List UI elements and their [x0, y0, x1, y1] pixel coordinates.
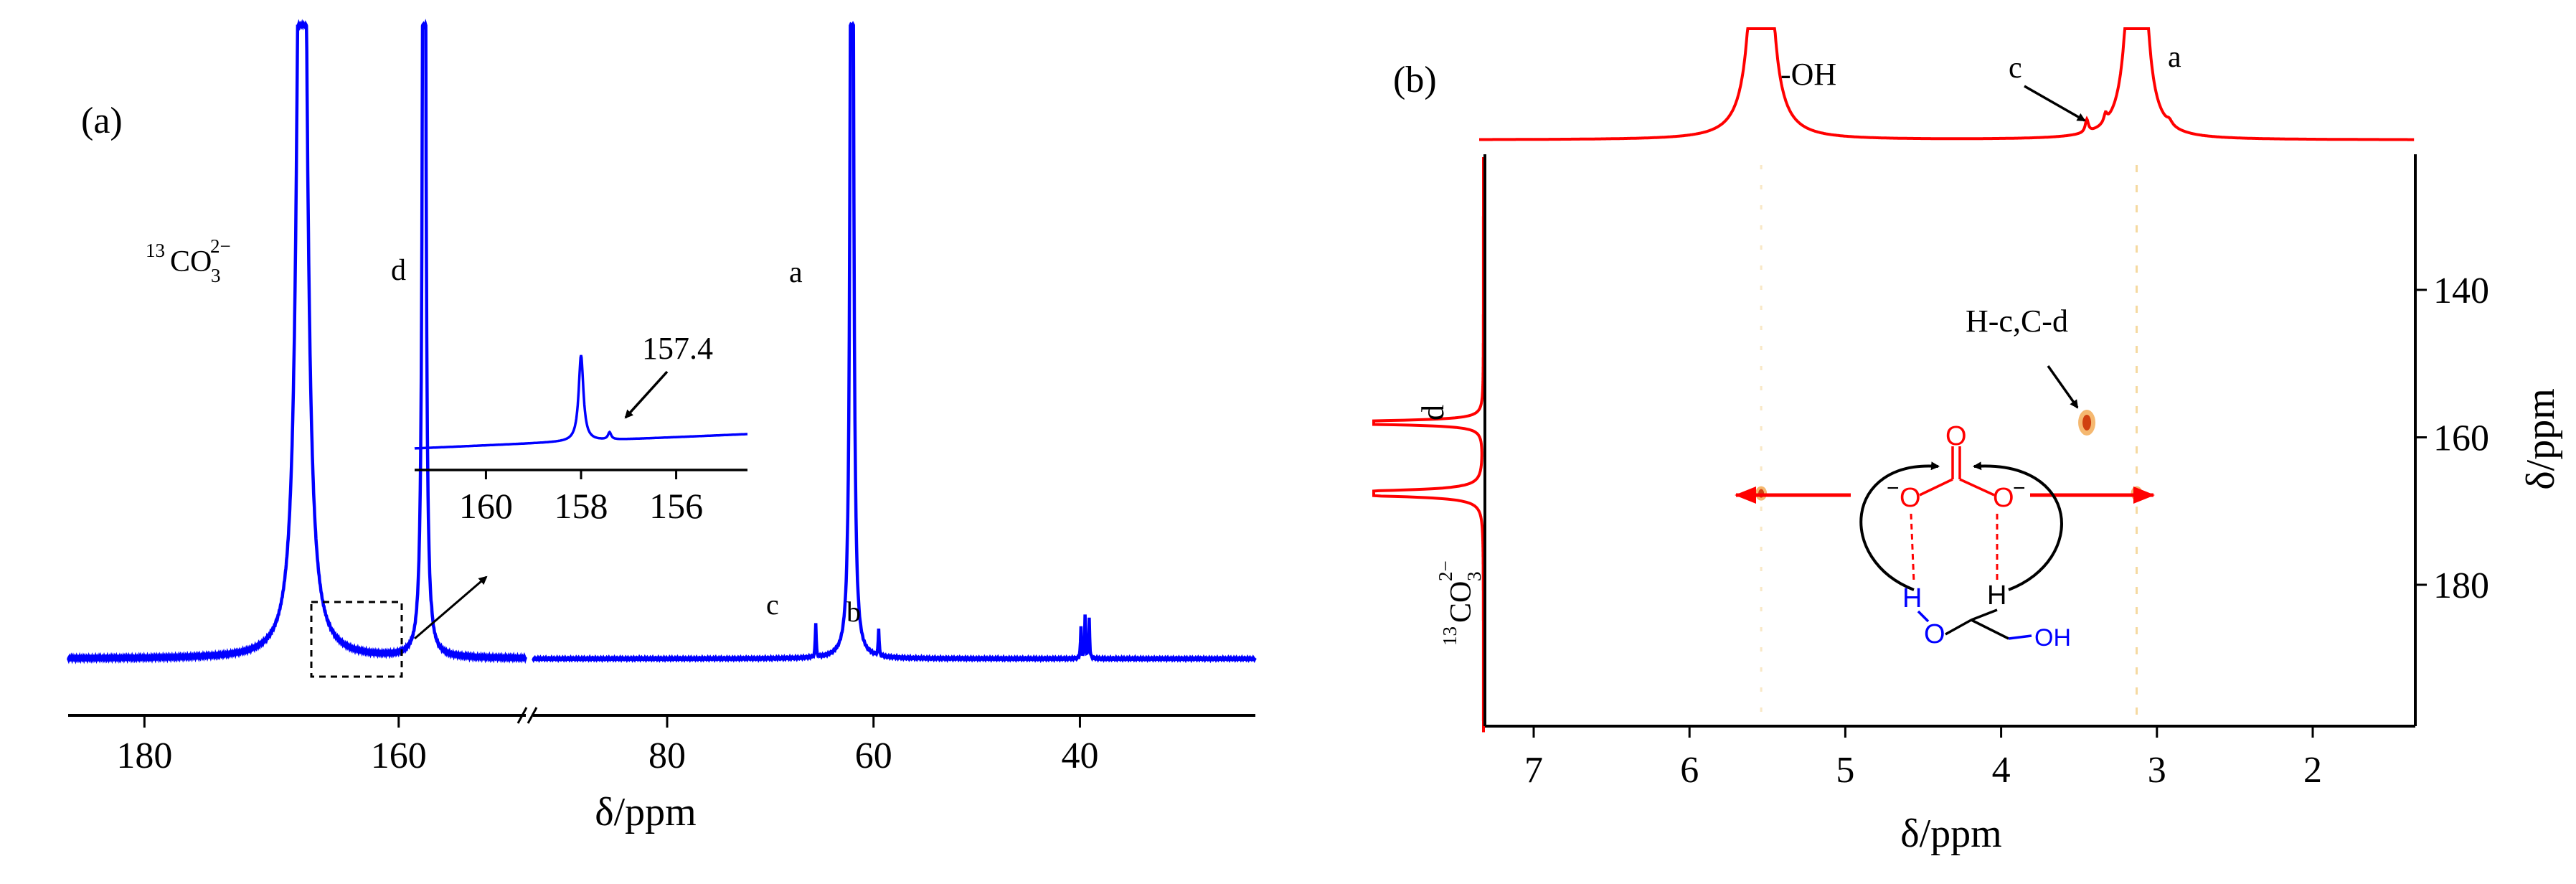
peak-label-b: b — [846, 596, 861, 628]
svg-text:13: 13 — [146, 240, 165, 261]
atom-h-right: H — [1987, 580, 2006, 611]
svg-text:2−: 2− — [1435, 560, 1456, 581]
zoom-arrow — [414, 575, 488, 640]
svg-text:13: 13 — [1439, 626, 1461, 646]
spectrum-a-segment-1 — [66, 19, 528, 664]
top-label-a: a — [2168, 41, 2181, 74]
x-tick-label-b-3: 4 — [1992, 750, 2011, 791]
y-axis-b-title: δ/ppm — [2519, 388, 2563, 490]
x-tick-label-b-1: 6 — [1680, 750, 1699, 791]
atom-o-glycol: O — [1924, 619, 1945, 649]
panel-a-label: (a) — [81, 100, 123, 141]
x-axis-b-title: δ/ppm — [1900, 812, 2002, 856]
x-tick-label-b-4: 3 — [2148, 750, 2166, 791]
cross-peak-label: H-c,C-d — [1966, 304, 2068, 339]
panel-b: (b) -OH c a d 13 CO 3 2− 7 6 5 4 3 2 140 160 18… — [1372, 27, 2563, 856]
x-axis-a-title: δ/ppm — [595, 790, 697, 834]
atom-h-left: H — [1902, 583, 1922, 613]
zoom-box — [310, 601, 403, 678]
svg-text:CO: CO — [1445, 581, 1478, 623]
atom-oh-glycol: OH — [2034, 624, 2071, 652]
x-tick-label-a-2: 80 — [648, 735, 686, 776]
y-tick-label-b-1: 160 — [2433, 418, 2489, 459]
peak-label-c: c — [766, 588, 779, 621]
left-projection — [1372, 157, 1485, 733]
top-projection — [1479, 27, 2415, 141]
svg-text:2−: 2− — [210, 235, 231, 257]
svg-text:3: 3 — [1463, 572, 1485, 582]
x-tick-label-b-2: 5 — [1836, 750, 1854, 791]
y-ticks-b: 140 160 180 — [2415, 271, 2489, 606]
top-label-c: c — [2009, 52, 2022, 85]
x-tick-label-a-0: 180 — [116, 735, 172, 776]
peak-label-d: d — [391, 254, 406, 287]
inset-x-tick-label-2: 156 — [649, 486, 703, 526]
inset-x-ticks: 160 158 156 — [459, 470, 703, 526]
left-label-d: d — [1415, 405, 1450, 420]
t1-noise-streaks — [1760, 165, 2138, 715]
panel-a: (a) 180 160 80 60 40 δ/ppm 13 CO 3 2− d a c … — [66, 19, 1257, 834]
top-label-oh: -OH — [1780, 57, 1836, 92]
curved-arrow-left — [1859, 461, 1940, 591]
top-arrow-c — [2024, 85, 2086, 122]
x-tick-label-a-1: 160 — [371, 735, 427, 776]
x-ticks-b: 7 6 5 4 3 2 — [1524, 726, 2322, 791]
x-tick-label-b-5: 2 — [2303, 750, 2322, 791]
y-tick-label-b-2: 180 — [2433, 565, 2489, 606]
atom-o-top: O — [1945, 421, 1967, 451]
cross-peak-0 — [2082, 414, 2092, 431]
x-tick-label-a-4: 40 — [1061, 735, 1098, 776]
y-tick-label-b-0: 140 — [2433, 271, 2489, 311]
carbonate-glycol-molecule: O O − O − H H O OH — [1859, 421, 2071, 652]
peak-label-a: a — [789, 256, 803, 289]
inset-x-tick-label-1: 158 — [555, 486, 608, 526]
left-label-co3: 13 CO 3 2− — [1435, 560, 1485, 646]
inset-x-tick-label-0: 160 — [459, 486, 513, 526]
spectrum-a-segment-2 — [532, 21, 1257, 664]
axis-break-mark — [516, 707, 538, 724]
x-tick-label-b-0: 7 — [1524, 750, 1543, 791]
x-tick-label-a-3: 60 — [855, 735, 892, 776]
charge-right: − — [2013, 476, 2026, 500]
atom-o-left: O — [1900, 483, 1921, 513]
cross-peak-arrow — [2047, 365, 2079, 409]
x-ticks-a: 180 160 80 60 40 — [116, 715, 1098, 776]
charge-left: − — [1887, 476, 1900, 500]
co3-peak-label: 13 CO 3 2− — [146, 235, 231, 286]
svg-text:CO: CO — [170, 245, 212, 278]
svg-text:3: 3 — [211, 265, 221, 286]
atom-o-right: O — [1993, 483, 2014, 513]
inset: 160 158 156 157.4 — [414, 331, 747, 526]
panel-b-label: (b) — [1393, 60, 1437, 100]
inset-spectrum — [414, 354, 747, 450]
inset-annotation: 157.4 — [642, 331, 713, 366]
inset-arrow — [624, 370, 669, 419]
curved-arrow-right — [1973, 461, 2063, 591]
